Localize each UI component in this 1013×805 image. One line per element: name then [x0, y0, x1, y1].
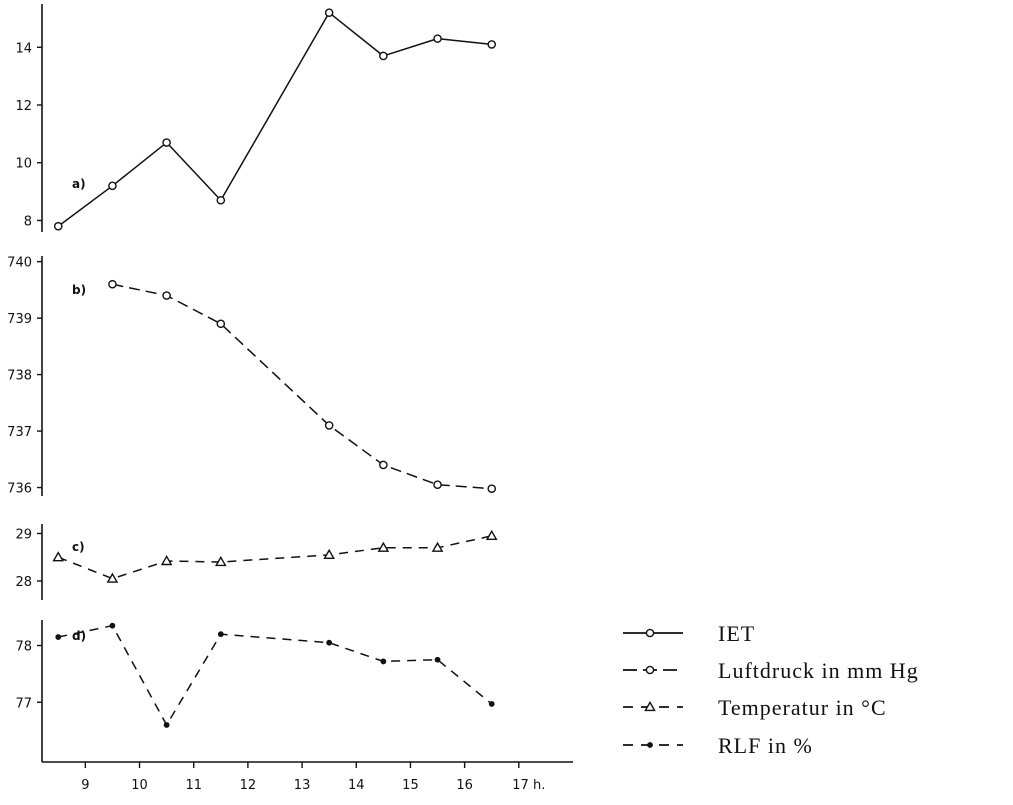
data-point: [487, 484, 497, 493]
data-point: [431, 541, 444, 552]
data-point: [326, 639, 333, 646]
x-tick-label: 14: [348, 778, 365, 793]
data-point: [163, 722, 170, 728]
data-point: [217, 631, 224, 638]
panel-d: 77 78 d): [15, 620, 493, 742]
series-line: [58, 624, 493, 726]
data-point: [216, 319, 226, 329]
panel-b: 736 737 738 739 740 b): [7, 256, 492, 497]
legend: IET Luftdruck in mm Hg Temperatur in °C RLF…: [623, 621, 919, 758]
y-tick-label: 77: [15, 696, 32, 711]
y-tick-label: 14: [15, 41, 32, 56]
y-tick-label: 29: [15, 528, 32, 543]
data-point: [488, 701, 495, 707]
legend-label: Luftdruck in mm Hg: [718, 658, 919, 683]
y-tick-label: 28: [15, 575, 32, 590]
data-point: [379, 460, 388, 470]
data-point: [433, 34, 442, 43]
data-point: [108, 279, 117, 289]
data-point: [379, 51, 388, 61]
data-point: [162, 138, 171, 147]
data-point: [109, 622, 116, 629]
series-line: [112, 283, 492, 490]
legend-marker: [645, 628, 655, 638]
legend-marker: [647, 742, 653, 748]
panel-label: a): [72, 177, 86, 191]
data-point: [53, 221, 63, 231]
y-tick-label: 8: [24, 214, 32, 229]
data-point: [485, 529, 498, 541]
x-tick-label: 12: [240, 778, 257, 793]
panel-label: b): [72, 283, 86, 297]
data-point: [487, 40, 497, 49]
data-point: [52, 551, 65, 562]
data-point: [380, 658, 387, 665]
panel-label: d): [72, 629, 86, 643]
x-tick-label: 9: [81, 778, 89, 793]
y-tick-label: 739: [7, 312, 32, 327]
y-tick-label: 737: [7, 425, 32, 440]
data-point: [162, 291, 171, 300]
panel-c: 28 29 c): [15, 524, 492, 600]
data-point: [214, 555, 227, 567]
panel-a: 8 10 12 14 a): [15, 4, 492, 232]
series-line: [57, 535, 492, 580]
data-point: [324, 8, 334, 17]
data-point: [323, 548, 335, 560]
data-point: [434, 656, 441, 663]
x-tick-label: 11: [185, 778, 202, 793]
data-point: [324, 421, 334, 430]
data-point: [377, 541, 390, 552]
x-tick-label: 13: [294, 778, 311, 793]
y-tick-label: 738: [7, 369, 32, 384]
y-tick-label: 740: [7, 256, 32, 271]
x-tick-label: 15: [402, 778, 419, 793]
y-tick-label: 10: [15, 157, 32, 172]
data-point: [216, 195, 226, 205]
data-point: [106, 572, 119, 583]
y-tick-label: 12: [15, 99, 32, 114]
data-point: [160, 555, 173, 566]
x-tick-label: 16: [456, 778, 473, 793]
y-tick-label: 78: [15, 640, 32, 655]
y-tick-label: 736: [7, 482, 32, 497]
data-point: [108, 181, 117, 191]
legend-marker: [645, 665, 655, 675]
series-line: [57, 11, 492, 227]
data-point: [433, 480, 442, 490]
x-tick-label: 17 h.: [512, 778, 545, 793]
data-point: [55, 634, 62, 640]
legend-label: IET: [718, 621, 755, 646]
legend-label: Temperatur in °C: [718, 695, 887, 720]
legend-label: RLF in %: [718, 733, 813, 758]
x-tick-label: 10: [131, 778, 148, 793]
legend-marker: [644, 700, 656, 712]
panel-label: c): [72, 540, 85, 554]
